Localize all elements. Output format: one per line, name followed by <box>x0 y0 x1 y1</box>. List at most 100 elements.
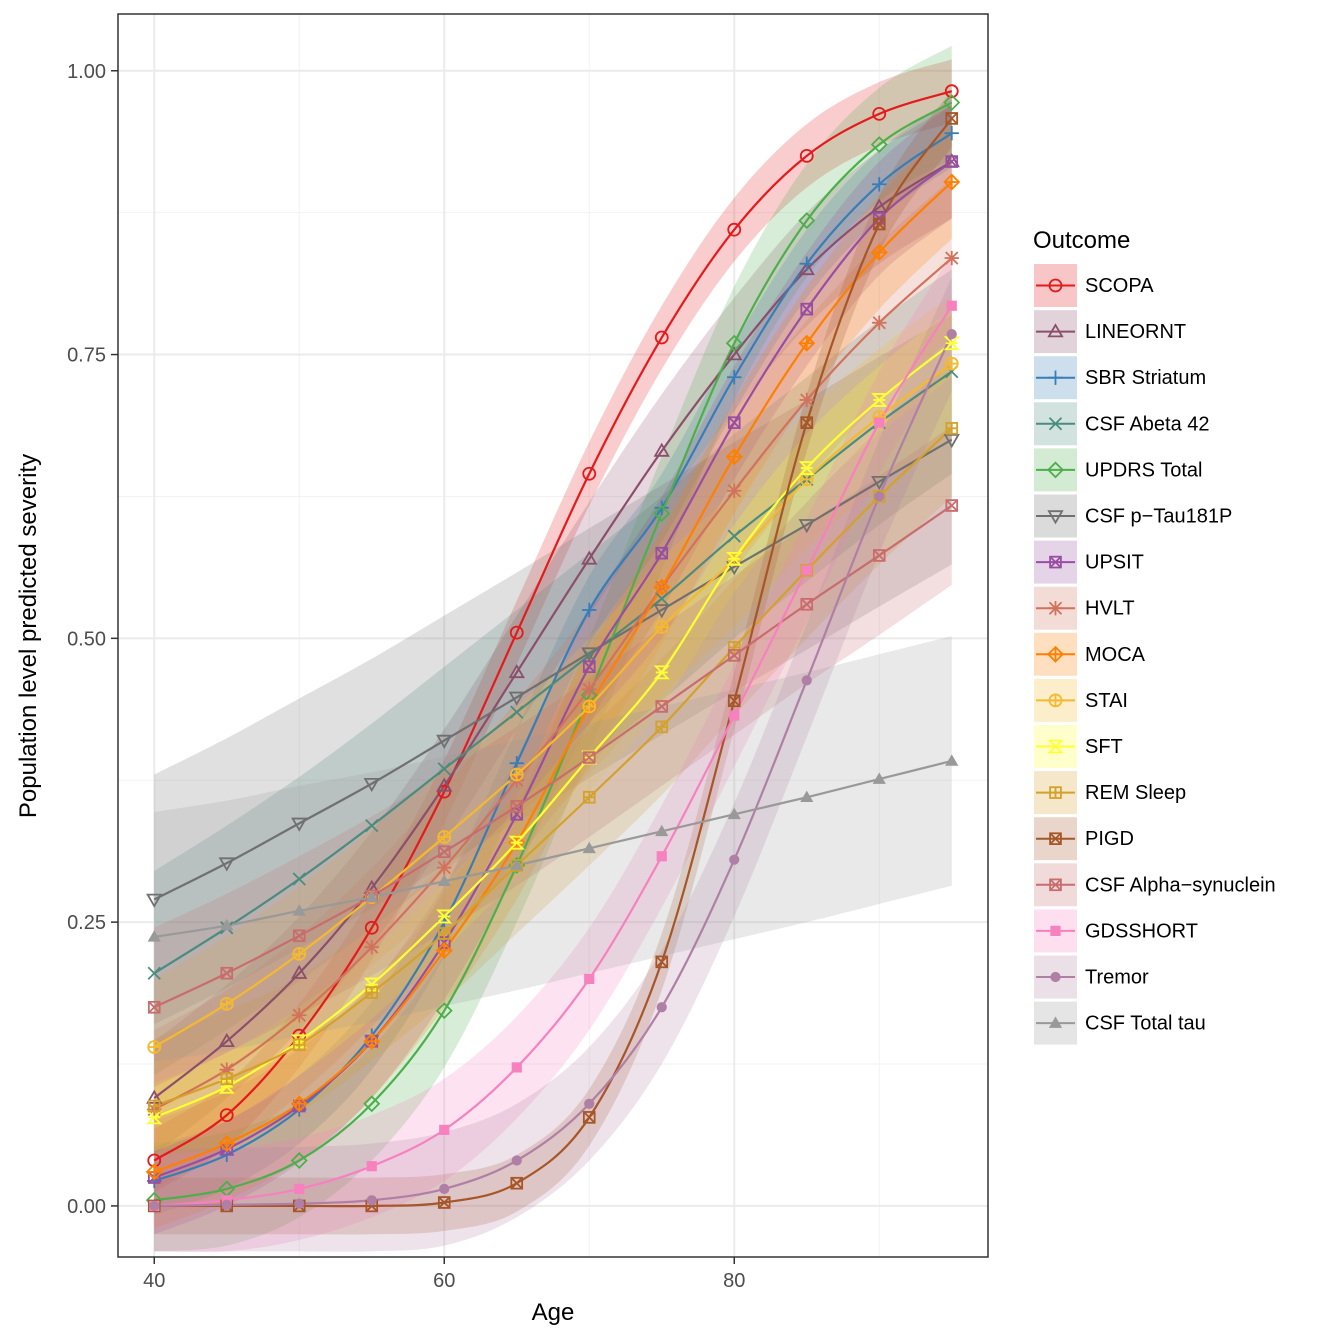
point-moca <box>870 243 888 261</box>
point-tremor <box>801 675 812 686</box>
legend-item-tremor: Tremor <box>1034 955 1149 999</box>
legend-item-csf-abeta-42: CSF Abeta 42 <box>1034 402 1210 446</box>
legend-key-marker <box>1048 417 1063 431</box>
point-csf-abeta-42 <box>365 819 379 833</box>
band-moca <box>154 125 952 1229</box>
point-hvlt <box>364 939 379 955</box>
x-tick-label: 40 <box>143 1270 165 1292</box>
point-scopa <box>582 466 597 481</box>
point-csf-p-tau181p <box>218 857 235 872</box>
point-gdsshort <box>294 1183 305 1194</box>
point-gdsshort <box>511 1062 522 1073</box>
point-csf-total-tau <box>147 930 161 942</box>
point-csf-total-tau <box>800 790 814 803</box>
point-hvlt <box>437 860 452 875</box>
point-tremor <box>366 1195 377 1206</box>
legend-key-marker <box>1049 878 1062 892</box>
point-updrs-total <box>943 94 961 112</box>
y-tick-label: 0.00 <box>67 1196 106 1218</box>
point-sbr-striatum <box>654 500 669 515</box>
point-csf-p-tau181p <box>363 777 380 793</box>
band-csf-alpha-synuclein <box>154 426 952 1087</box>
point-lineornt <box>436 777 453 792</box>
point-csf-alpha-synuclein <box>727 649 741 662</box>
point-updrs-total <box>290 1152 308 1169</box>
point-rem-sleep <box>147 1099 161 1113</box>
legend-item-pigd: PIGD <box>1034 817 1134 861</box>
point-csf-p-tau181p <box>581 647 598 662</box>
band-sft <box>154 309 952 1152</box>
legend-item-csf-alpha-synuclein: CSF Alpha−synuclein <box>1034 863 1276 907</box>
point-lineornt <box>291 964 308 979</box>
band-rem-sleep <box>154 360 952 1175</box>
point-csf-alpha-synuclein <box>510 800 524 813</box>
legend-item-hvlt: HVLT <box>1034 586 1135 630</box>
point-moca <box>145 1163 163 1181</box>
point-rem-sleep <box>220 1072 234 1086</box>
point-stai <box>292 947 307 961</box>
point-hvlt <box>292 1008 307 1023</box>
legend-key-marker <box>1047 645 1064 663</box>
legend-label: STAI <box>1085 690 1128 712</box>
legend-title: Outcome <box>1033 227 1130 254</box>
point-scopa <box>364 920 379 935</box>
y-axis-title: Population level predicted severity <box>15 454 42 818</box>
legend-item-lineornt: LINEORNT <box>1034 310 1186 354</box>
point-gdsshort <box>729 710 740 721</box>
x-tick-label: 80 <box>723 1270 745 1292</box>
point-stai <box>437 830 452 844</box>
legend-label: LINEORNT <box>1085 321 1186 343</box>
legend-key-marker <box>1048 1016 1063 1028</box>
point-stai <box>147 1040 162 1054</box>
point-moca <box>725 448 743 466</box>
point-csf-alpha-synuclein <box>655 700 669 713</box>
point-csf-alpha-synuclein <box>220 966 234 980</box>
point-csf-alpha-synuclein <box>147 1000 161 1014</box>
legend-label: SFT <box>1085 736 1123 758</box>
point-stai <box>582 699 597 714</box>
band-csf-total-tau <box>154 636 952 1062</box>
line-csf-total-tau <box>154 759 953 938</box>
band-lineornt <box>154 104 952 1155</box>
legend-key-marker <box>1048 601 1063 616</box>
point-pigd <box>582 1111 596 1124</box>
point-lineornt <box>871 198 888 213</box>
point-moca <box>218 1135 236 1152</box>
band-sbr-striatum <box>154 99 952 1215</box>
legend-key-marker <box>1048 693 1063 708</box>
legend-key-marker <box>1048 370 1063 385</box>
y-tick-label: 0.25 <box>67 912 106 934</box>
point-lineornt <box>581 550 598 565</box>
point-csf-p-tau181p <box>653 604 670 619</box>
legend-item-sft: SFT <box>1034 725 1123 768</box>
point-stai <box>944 356 959 371</box>
point-pigd <box>510 1176 524 1190</box>
point-csf-p-tau181p <box>436 734 453 749</box>
point-tremor <box>874 491 885 502</box>
point-hvlt <box>944 250 959 266</box>
legend-key-marker <box>1050 925 1061 936</box>
legend-label: CSF Abeta 42 <box>1085 413 1210 435</box>
point-upsit <box>655 546 669 560</box>
point-pigd <box>727 694 741 708</box>
point-lineornt <box>653 442 670 457</box>
point-csf-alpha-synuclein <box>800 597 814 611</box>
point-updrs-total <box>435 1002 453 1020</box>
point-csf-p-tau181p <box>871 475 888 491</box>
point-sft <box>871 393 888 407</box>
point-sft <box>218 1079 235 1094</box>
point-gdsshort <box>656 851 667 862</box>
point-rem-sleep <box>582 790 596 804</box>
legend-key-marker <box>1049 555 1062 569</box>
point-csf-total-tau <box>510 858 524 871</box>
legend-label: MOCA <box>1085 644 1146 666</box>
point-rem-sleep <box>437 927 451 940</box>
point-upsit <box>945 155 959 168</box>
point-gdsshort <box>366 1161 377 1172</box>
legend-key-marker <box>1049 832 1062 845</box>
point-pigd <box>945 112 959 125</box>
point-csf-alpha-synuclein <box>437 845 451 859</box>
point-tremor <box>294 1198 305 1209</box>
y-tick-label: 0.75 <box>67 345 106 367</box>
line-tremor <box>154 333 953 1208</box>
